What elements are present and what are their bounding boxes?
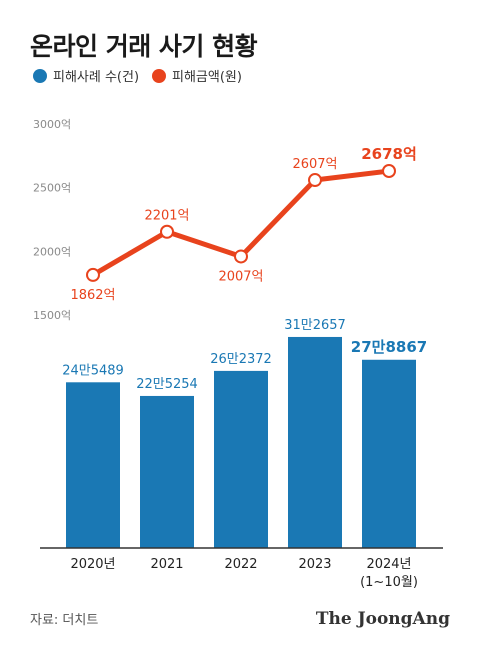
brand-logo: The JoongAng <box>316 609 450 629</box>
line-value-label: 2201억 <box>144 209 189 224</box>
bar-series <box>66 336 416 548</box>
x-category-label: 2024년 <box>366 557 411 572</box>
y-tick-label: 2000억 <box>33 245 71 258</box>
y-tick-label: 1500억 <box>33 309 71 322</box>
y-axis-ticks: 1500억 2000억 2500억 3000억 <box>33 118 71 322</box>
x-category-label: 2021 <box>150 557 183 572</box>
legend-bar-swatch <box>33 69 47 83</box>
bar-value-label: 24만5489 <box>62 363 124 378</box>
x-category-label: 2020년 <box>70 557 115 572</box>
bar <box>66 382 120 548</box>
legend-bar-label: 피해사례 수(건) <box>53 70 139 85</box>
line-point <box>86 267 100 282</box>
line-value-label: 1862억 <box>70 288 115 303</box>
bar-value-label: 26만2372 <box>210 352 272 367</box>
line-value-label: 2007억 <box>218 269 263 284</box>
bar <box>362 359 416 548</box>
x-category-label: 2022 <box>224 557 257 572</box>
line-value-label: 2678억 <box>361 145 417 163</box>
x-category-sublabel: (1~10월) <box>360 575 418 590</box>
line-point <box>382 164 396 179</box>
bar-value-label: 22만5254 <box>136 377 198 392</box>
bar <box>214 370 268 548</box>
bar-value-label: 27만8867 <box>351 338 427 356</box>
bar-labels: 24만5489 22만5254 26만2372 31만2657 27만8867 <box>62 318 427 392</box>
bar <box>288 336 342 548</box>
legend-line-label: 피해금액(원) <box>172 70 242 85</box>
line-point <box>308 173 322 188</box>
x-category-label: 2023 <box>298 557 331 572</box>
source-note: 자료: 더치트 <box>30 613 98 628</box>
bar-value-label: 31만2657 <box>284 318 346 333</box>
legend: 피해사례 수(건) 피해금액(원) <box>33 69 242 85</box>
y-tick-label: 3000억 <box>33 118 71 131</box>
line-point <box>160 224 174 239</box>
line-labels: 1862억 2201억 2007억 2607억 2678억 <box>70 145 416 303</box>
legend-line-swatch <box>152 69 166 83</box>
line-value-label: 2607억 <box>292 157 337 172</box>
bar <box>140 395 194 548</box>
x-axis-categories: 2020년 2021 2022 2023 2024년 (1~10월) <box>70 557 417 590</box>
y-tick-label: 2500억 <box>33 182 71 195</box>
chart-title: 온라인 거래 사기 현황 <box>30 32 258 61</box>
line-series <box>86 164 396 282</box>
line-point <box>234 249 248 264</box>
